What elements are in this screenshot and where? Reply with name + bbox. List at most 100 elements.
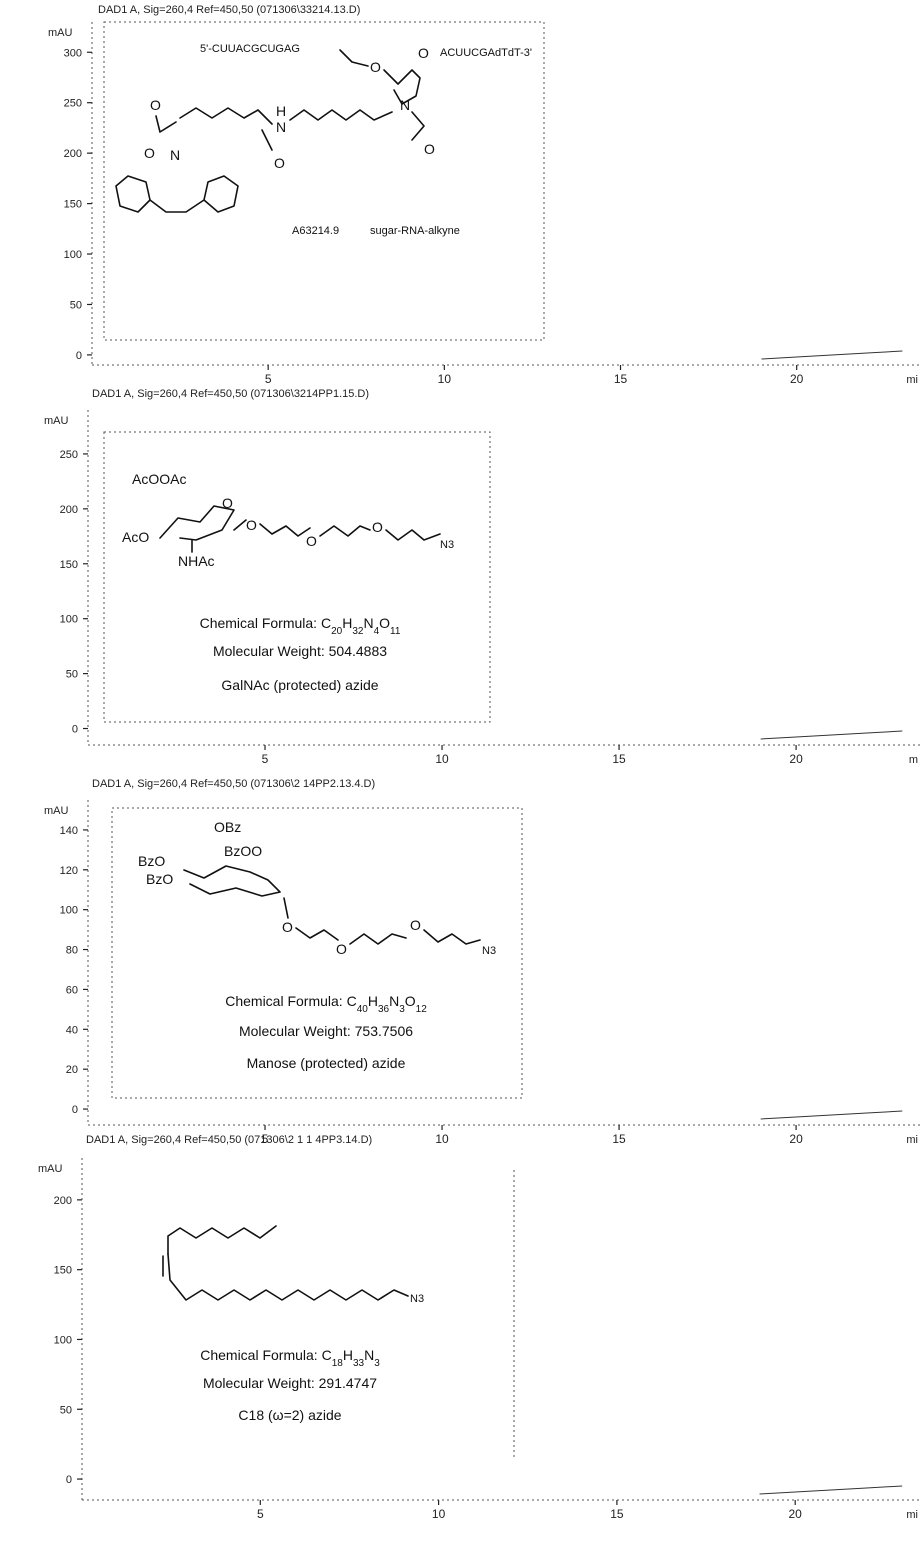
atom-bzo-2: BzO <box>146 871 173 887</box>
panel-1-header: DAD1 A, Sig=260,4 Ref=450,50 (071306\332… <box>98 4 361 16</box>
atom-o-peg-3: O <box>372 519 383 535</box>
peg-chain-mannose-2 <box>349 933 407 945</box>
panel-1-x-unit: mi <box>906 374 918 386</box>
peg-chain-mannose-1 <box>295 927 339 941</box>
panel-4-x-unit: mi <box>906 1509 918 1521</box>
panel-1-x-tick-label: 20 <box>790 372 804 386</box>
atom-n-amide: N <box>276 119 286 135</box>
panel-2-formula: Chemical Formula: C20H32N4O11 Molecular … <box>200 615 401 693</box>
formula-text-c18: Chemical Formula: C18H33N3 <box>200 1347 380 1369</box>
panel-2-x-tick-label: 20 <box>789 752 803 766</box>
panel-3-x-tick-label: 15 <box>612 1132 626 1146</box>
panel-4-y-tick-label: 200 <box>54 1195 72 1207</box>
peg-chain-galnac-3 <box>319 525 371 537</box>
panel-3-x-tick-label: 10 <box>435 1132 449 1146</box>
rna-3-prime-label: ACUUCGAdTdT-3' <box>440 47 532 59</box>
panel-1-baseline-trace <box>761 350 903 360</box>
chain-right <box>289 109 393 121</box>
panel-2-y-label: mAU <box>44 415 69 427</box>
atom-o-peg-2: O <box>306 533 317 549</box>
compound-name-c18: C18 (ω=2) azide <box>238 1407 341 1423</box>
atom-o-carbamate: O <box>144 145 155 161</box>
panel-4-header: DAD1 A, Sig=260,4 Ref=450,50 (071306\2 1… <box>86 1134 373 1146</box>
panel-3-y-tick-label: 120 <box>60 865 78 877</box>
atom-aco: AcO <box>122 529 149 545</box>
mw-mannose: Molecular Weight: 753.7506 <box>239 1023 413 1039</box>
panel-1-x-tick-label: 5 <box>265 372 272 386</box>
compound-name-mannose: Manose (protected) azide <box>247 1055 406 1071</box>
panel-1-x-tick-label: 15 <box>614 372 628 386</box>
atom-bzoo: BzOO <box>224 843 262 859</box>
atom-obz-top: OBz <box>214 819 241 835</box>
panel-1-y-tick-label: 200 <box>64 148 82 160</box>
panel-1-y-tick-label: 150 <box>64 199 82 211</box>
panel-4-x-tick-label: 20 <box>789 1507 803 1521</box>
anomeric-bond <box>283 897 289 919</box>
cyclooctyne-bonds <box>149 199 205 213</box>
pyranose-ring-galnac <box>159 505 235 541</box>
sample-name: sugar-RNA-alkyne <box>370 225 460 237</box>
panel-4-x-tick-label: 5 <box>257 1507 264 1521</box>
panel-4-baseline-trace <box>759 1485 903 1495</box>
sample-id: A63214.9 <box>292 225 339 237</box>
atom-h-amide: H <box>276 103 286 119</box>
panel-4-x-tick-label: 15 <box>610 1507 624 1521</box>
atom-o-linker-1: O <box>370 59 381 75</box>
atom-o-carbonyl-mid: O <box>274 155 285 171</box>
rna-5-prime-label: 5'-CUUACGCUGAG <box>200 43 300 55</box>
panel-1-y-tick-label: 100 <box>64 249 82 261</box>
atom-o-top: O <box>150 97 161 113</box>
panel-4-formula: Chemical Formula: C18H33N3 Molecular Wei… <box>200 1347 380 1423</box>
panel-4-y-tick-label: 50 <box>60 1404 72 1416</box>
panel-3-y-tick-label: 80 <box>66 945 78 957</box>
chain-left <box>179 107 273 125</box>
benzo-ring-left <box>115 175 151 213</box>
panel-4-y-tick-label: 0 <box>66 1474 72 1486</box>
panel-3-y-tick-label: 40 <box>66 1024 78 1036</box>
panel-1-y-tick-label: 250 <box>64 98 82 110</box>
panel-3-x-tick-label: 20 <box>789 1132 803 1146</box>
panel-1-inset-border <box>103 21 545 341</box>
panel-4-y-tick-label: 100 <box>54 1334 72 1346</box>
amide-bond-right <box>411 111 425 141</box>
panel-3-inset-border <box>111 807 523 1099</box>
mw-c18: Molecular Weight: 291.4747 <box>203 1375 377 1391</box>
panel-3-formula: Chemical Formula: C40H36N3O12 Molecular … <box>225 993 427 1071</box>
compound-name-galnac: GalNAc (protected) azide <box>221 677 378 693</box>
atom-n3-galnac: N3 <box>440 539 454 551</box>
panel-2-x-tick-label: 5 <box>262 752 269 766</box>
panel-4-molecule: N3 <box>162 1225 424 1305</box>
formula-text-mannose: Chemical Formula: C40H36N3O12 <box>225 993 427 1015</box>
linker-bond-top <box>339 49 369 67</box>
alkyl-chain-lower <box>167 1253 409 1301</box>
mw-galnac: Molecular Weight: 504.4883 <box>213 643 387 659</box>
panel-2-header: DAD1 A, Sig=260,4 Ref=450,50 (071306\321… <box>92 388 370 400</box>
benzo-ring-right <box>203 175 239 213</box>
atom-o-amide-right: O <box>424 141 435 157</box>
atom-n-carbamate: N <box>170 147 180 163</box>
panel-3-molecule: OBz BzO BzO BzOO O O O N3 <box>138 819 496 957</box>
peg-chain-galnac-1 <box>233 519 247 531</box>
panel-3-y-tick-label: 20 <box>66 1064 78 1076</box>
panel-2-baseline-trace <box>760 730 903 740</box>
atom-bzo-1: BzO <box>138 853 165 869</box>
peg-chain-galnac-2 <box>259 523 311 537</box>
panel-1-x-tick-label: 10 <box>438 372 452 386</box>
atom-o-linker-2: O <box>418 45 429 61</box>
panel-4-y-label: mAU <box>38 1163 63 1175</box>
panel-3-x-tick-label: 5 <box>262 1132 269 1146</box>
atom-o-peg-m2: O <box>410 917 421 933</box>
panel-3-baseline-trace <box>760 1110 903 1120</box>
panel-3-header: DAD1 A, Sig=260,4 Ref=450,50 (071306\2 1… <box>92 778 376 790</box>
atom-n-ring: N <box>400 97 410 113</box>
panel-2-y-tick-label: 250 <box>60 449 78 461</box>
carbonyl-mid <box>261 129 273 151</box>
carbamate-bonds <box>155 115 177 133</box>
panel-2-y-tick-label: 200 <box>60 504 78 516</box>
peg-chain-galnac-4 <box>385 529 441 541</box>
panel-2-y-tick-label: 100 <box>60 614 78 626</box>
panel-3-y-label: mAU <box>44 805 69 817</box>
